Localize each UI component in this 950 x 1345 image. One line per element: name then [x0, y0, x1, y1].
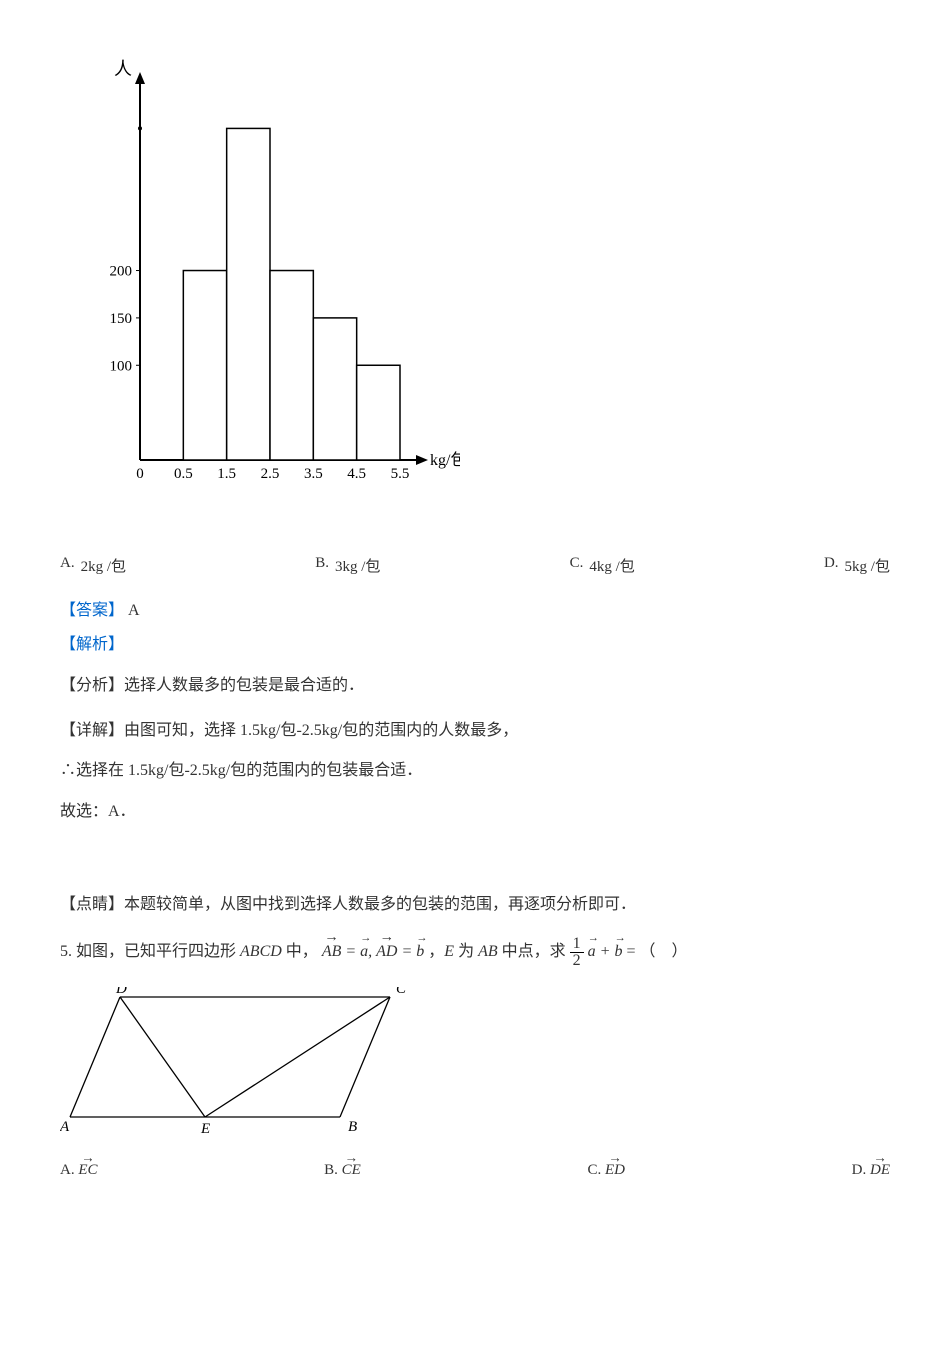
q5-option-a: A. →EC — [60, 1162, 98, 1179]
q4-option-b: B. 3kg /包 — [315, 555, 380, 576]
q4-dianjing: 【点睛】本题较简单，从图中找到选择人数最多的包装的范围，再逐项分析即可． — [60, 891, 890, 918]
q5-number: 5. — [60, 943, 72, 960]
answer-value: A — [128, 602, 140, 619]
svg-text:100: 100 — [110, 358, 133, 374]
q4-fenxi: 【分析】选择人数最多的包装是最合适的． — [60, 672, 890, 699]
option-letter: A. — [60, 1162, 75, 1178]
q5-text: 中， — [282, 943, 318, 960]
q4-options: A. 2kg /包 B. 3kg /包 C. 4kg /包 D. 5kg /包 — [60, 555, 890, 576]
q5-options: A. →EC B. →CE C. →ED D. →DE — [60, 1162, 890, 1179]
histogram-svg: 人 kg/包 100 150 200 0 0.5 1.5 2.5 3.5 4.5 5.5 — [80, 50, 460, 510]
answer-label: 【答案】 — [60, 602, 124, 619]
svg-text:C: C — [396, 987, 407, 997]
q4-detail: 【详解】由图可知，选择 1.5kg/包-2.5kg/包的范围内的人数最多， — [60, 717, 890, 744]
parallelogram-svg: A B C D E — [60, 987, 410, 1142]
svg-text:人: 人 — [114, 59, 132, 79]
svg-text:0.5: 0.5 — [174, 466, 193, 482]
option-letter: D. — [824, 555, 839, 576]
svg-text:150: 150 — [110, 311, 133, 327]
option-letter: D. — [852, 1162, 867, 1178]
q4-option-c: C. 4kg /包 — [570, 555, 635, 576]
eq-b: = →b — [401, 943, 428, 960]
expr: →a + →b — [588, 943, 623, 960]
option-text: 5kg /包 — [845, 555, 890, 576]
q5-option-b: B. →CE — [324, 1162, 361, 1179]
q5-option-d: D. →DE — [852, 1162, 890, 1179]
vector-de: →DE — [870, 1162, 890, 1179]
q4-conclusion: 故选：A． — [60, 798, 890, 825]
histogram-chart: 人 kg/包 100 150 200 0 0.5 1.5 2.5 3.5 4.5 5.5 — [80, 50, 890, 515]
svg-text:4.5: 4.5 — [347, 466, 366, 482]
q5-figure: A B C D E — [60, 987, 890, 1147]
q5-text: ，E 为 AB 中点，求 — [428, 943, 569, 960]
svg-text:E: E — [200, 1121, 210, 1137]
svg-text:B: B — [348, 1119, 357, 1135]
svg-text:0: 0 — [136, 466, 144, 482]
option-text: 3kg /包 — [335, 555, 380, 576]
q5-stem: 5. 如图，已知平行四边形 ABCD 中， →AB = →a, →AD = →b… — [60, 936, 890, 969]
q5-end: = （ ） — [626, 943, 687, 960]
q4-option-d: D. 5kg /包 — [824, 555, 890, 576]
option-letter: B. — [315, 555, 329, 576]
svg-text:1.5: 1.5 — [217, 466, 236, 482]
vector-ec: →EC — [78, 1162, 97, 1179]
q4-option-a: A. 2kg /包 — [60, 555, 126, 576]
svg-text:200: 200 — [110, 264, 133, 280]
option-text: 4kg /包 — [589, 555, 634, 576]
svg-text:kg/包: kg/包 — [430, 451, 460, 469]
option-text: 2kg /包 — [81, 555, 126, 576]
vector-ad: →AD — [376, 938, 397, 967]
fraction-half: 12 — [570, 936, 584, 969]
q4-detail2: ∴选择在 1.5kg/包-2.5kg/包的范围内的包装最合适． — [60, 757, 890, 784]
option-letter: C. — [587, 1162, 601, 1178]
vector-ce: →CE — [342, 1162, 361, 1179]
option-letter: B. — [324, 1162, 338, 1178]
vector-ab: →AB — [322, 938, 342, 967]
option-letter: A. — [60, 555, 75, 576]
q5-abcd: ABCD — [240, 943, 282, 960]
analysis-label: 【解析】 — [60, 630, 890, 654]
svg-text:2.5: 2.5 — [261, 466, 280, 482]
q5-option-c: C. →ED — [587, 1162, 625, 1179]
vector-ed: →ED — [605, 1162, 625, 1179]
svg-text:A: A — [60, 1119, 70, 1135]
svg-text:3.5: 3.5 — [304, 466, 323, 482]
eq-a: = →a, — [345, 943, 376, 960]
svg-text:D: D — [115, 987, 127, 997]
svg-text:5.5: 5.5 — [391, 466, 410, 482]
q5-text: 如图，已知平行四边形 — [76, 943, 240, 960]
option-letter: C. — [570, 555, 584, 576]
answer-row: 【答案】A — [60, 596, 890, 620]
